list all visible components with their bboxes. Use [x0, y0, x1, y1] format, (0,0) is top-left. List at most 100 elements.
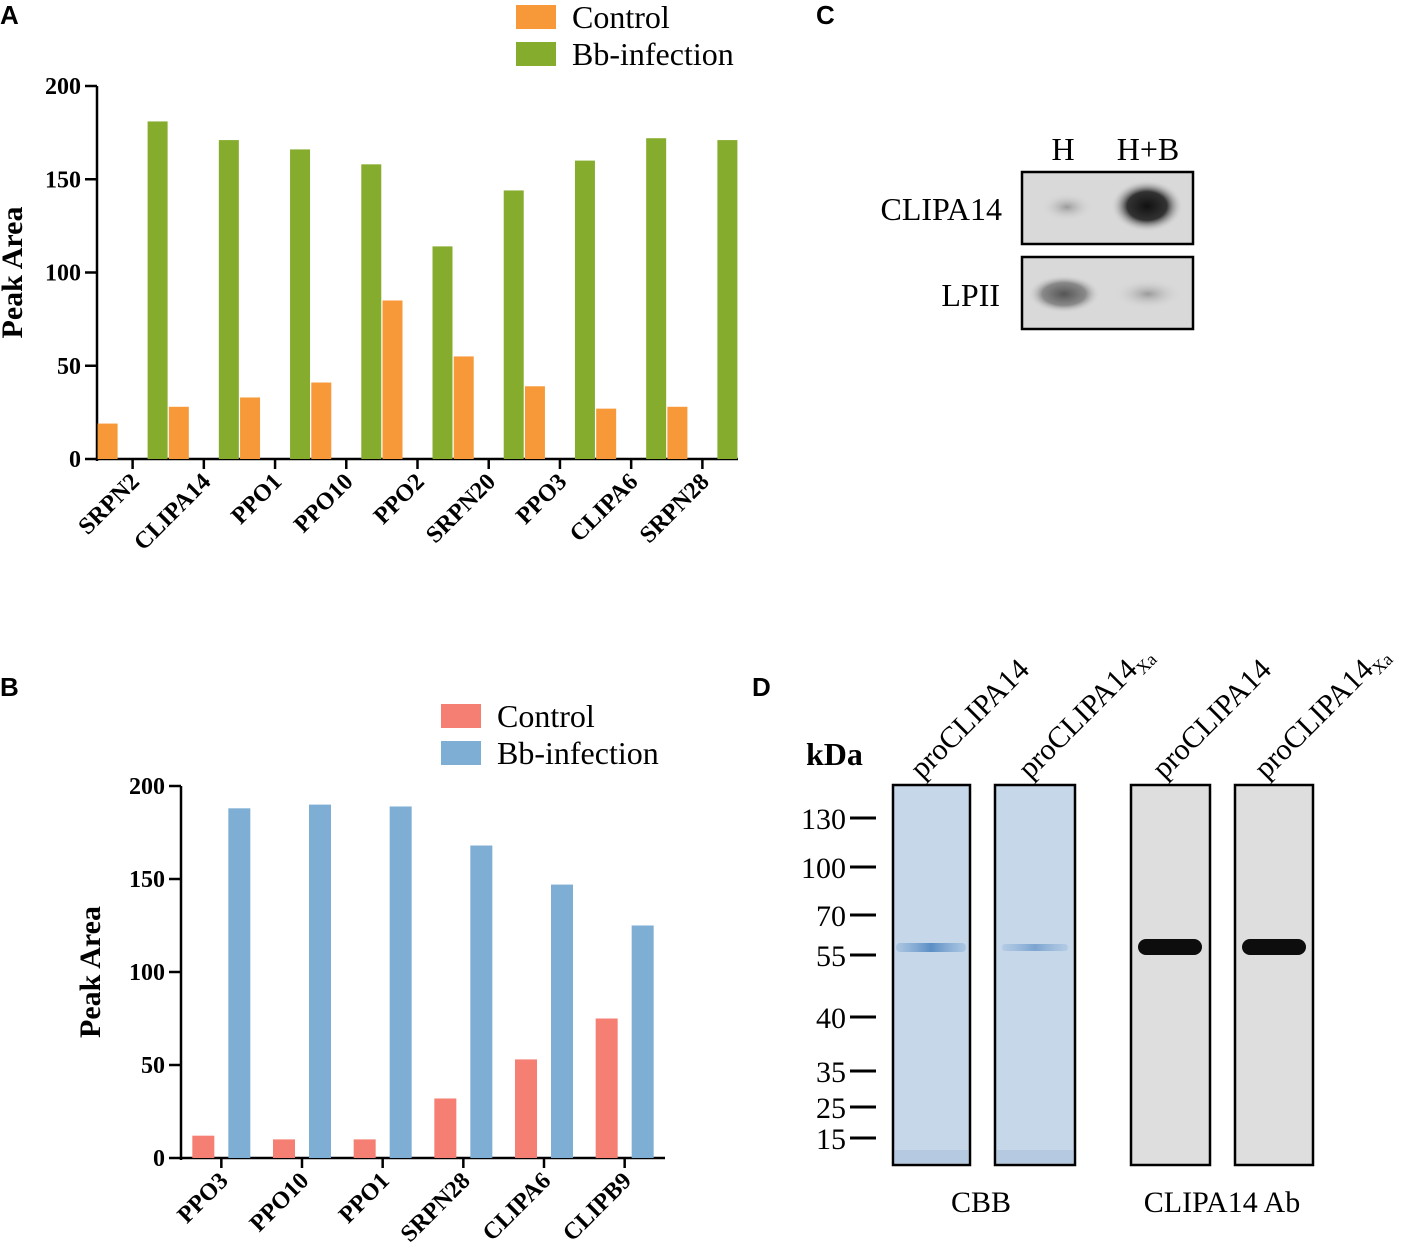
x-tick-label-srpn20: SRPN20 [421, 469, 501, 549]
legend-label-control: Control [572, 0, 670, 35]
legend-label-bb-infection: Bb-infection [572, 36, 734, 72]
y-tick-label: 0 [69, 447, 81, 473]
x-tick-label-ppo1: PPO1 [226, 469, 287, 530]
band-lpii-hb [1114, 279, 1182, 309]
bar-control-ppo3 [192, 1135, 215, 1158]
gel-lane-cbb-2 [993, 783, 1077, 1167]
band-ab-1 [1138, 939, 1202, 955]
y-tick-label: 0 [153, 1146, 165, 1172]
row-label-lpii: LPII [941, 277, 1000, 313]
legend-label-control: Control [497, 698, 595, 734]
bar-control-srpn20 [453, 356, 474, 459]
bar-control-srpn2 [97, 423, 118, 459]
x-tick-label-ppo3: PPO3 [511, 469, 572, 530]
bar-control-srpn28 [667, 406, 688, 459]
band-lpii-h [1028, 275, 1100, 313]
panel-letter-d: D [752, 672, 771, 702]
bar-bb-infection-clipa6 [646, 138, 667, 459]
bar-bb-infection-ppo10 [309, 804, 331, 1158]
bar-control-srpn28 [434, 1098, 457, 1158]
marker-label-70: 70 [816, 900, 846, 933]
lane-label-hb: H+B [1117, 131, 1180, 167]
marker-label-55: 55 [816, 940, 846, 973]
lane-label-h: H [1051, 131, 1074, 167]
group-label-cbb: CBB [951, 1186, 1011, 1219]
legend-swatch-bb-infection [441, 741, 481, 765]
x-tick-label-ppo10: PPO10 [245, 1168, 314, 1237]
y-tick-label: 100 [129, 960, 165, 986]
group-label-ab: CLIPA14 Ab [1144, 1186, 1300, 1219]
x-tick-label-srpn2: SRPN2 [74, 469, 145, 540]
marker-label-40: 40 [816, 1002, 846, 1035]
x-tick-label-clipa6: CLIPA6 [565, 469, 643, 547]
bar-control-ppo10 [273, 1139, 295, 1158]
bar-control-clipa14 [168, 406, 189, 459]
x-tick-label-ppo3: PPO3 [173, 1168, 234, 1229]
x-tick-label-srpn28: SRPN28 [635, 469, 715, 549]
legend-swatch-control [516, 5, 556, 29]
x-tick-label-clipa14: CLIPA14 [129, 469, 216, 556]
bar-bb-infection-ppo3 [574, 160, 595, 459]
band-clipa14-h [1041, 193, 1093, 221]
bar-bb-infection-clipa6 [551, 884, 573, 1158]
band-clipa14-hb [1111, 180, 1183, 232]
y-axis-label: Peak Area [0, 207, 29, 339]
bar-bb-infection-clipa14 [218, 140, 239, 459]
bar-bb-infection-ppo1 [290, 149, 311, 459]
lane-label-4: proCLIPA14Xa [1248, 638, 1397, 787]
legend-swatch-control [441, 704, 481, 728]
y-tick-label: 100 [45, 261, 81, 287]
bar-bb-infection-ppo2 [432, 246, 453, 459]
dye-front-cbb-2 [997, 1150, 1073, 1163]
band-cbb-1 [896, 943, 966, 952]
y-tick-label: 200 [45, 74, 81, 100]
band-ab-2 [1242, 939, 1306, 955]
legend-label-bb-infection: Bb-infection [497, 735, 659, 771]
x-tick-label-clipb9: CLIPB9 [558, 1168, 637, 1247]
marker-label-35: 35 [816, 1056, 846, 1089]
x-tick-label-clipa6: CLIPA6 [478, 1168, 556, 1246]
bar-control-ppo3 [524, 386, 545, 459]
panel-letter-b: B [0, 672, 19, 702]
y-axis-label: Peak Area [74, 906, 107, 1038]
panel-letter-c: C [816, 0, 835, 30]
bar-bb-infection-ppo3 [228, 808, 251, 1158]
x-tick-label-ppo2: PPO2 [369, 469, 430, 530]
panel-letter-a: A [0, 0, 19, 30]
bar-bb-infection-srpn28 [470, 845, 493, 1158]
bar-bb-infection-srpn20 [503, 190, 524, 459]
band-cbb-2 [1002, 944, 1068, 951]
panel-d-gels: kDa proCLIPA14 proCLIPA14Xa proCLIPA14 p… [801, 638, 1397, 1219]
marker-label-100: 100 [801, 852, 846, 885]
y-tick-label: 50 [57, 354, 81, 380]
row-label-clipa14: CLIPA14 [880, 191, 1002, 227]
bar-control-ppo2 [382, 300, 403, 459]
bar-bb-infection-srpn2 [147, 121, 168, 459]
bar-control-ppo10 [311, 382, 332, 459]
dye-front-cbb-1 [895, 1150, 968, 1163]
marker-label-15: 15 [816, 1123, 846, 1156]
y-tick-label: 150 [45, 167, 81, 193]
bar-bb-infection-ppo1 [389, 806, 412, 1158]
gel-lane-ab-1 [1129, 783, 1212, 1167]
panel-c-blot: H H+B CLIPA14 LPII [880, 131, 1195, 331]
x-tick-label-ppo1: PPO1 [334, 1168, 395, 1229]
x-tick-label-srpn28: SRPN28 [396, 1168, 476, 1248]
bar-bb-infection-ppo10 [361, 164, 382, 459]
x-tick-label-ppo10: PPO10 [289, 469, 358, 538]
y-tick-label: 200 [129, 774, 165, 800]
bar-control-clipa6 [596, 408, 617, 459]
y-tick-label: 150 [129, 867, 165, 893]
y-tick-label: 50 [141, 1053, 165, 1079]
bar-bb-infection-srpn28 [717, 140, 738, 459]
gel-lane-ab-2 [1233, 783, 1315, 1167]
lane-label-2: proCLIPA14Xa [1012, 638, 1161, 787]
bar-control-ppo1 [353, 1139, 376, 1158]
bar-bb-infection-clipb9 [631, 925, 654, 1158]
bar-control-clipa6 [515, 1059, 537, 1158]
bar-control-clipb9 [595, 1018, 618, 1158]
marker-label-25: 25 [816, 1092, 846, 1125]
kda-label: kDa [806, 736, 863, 772]
